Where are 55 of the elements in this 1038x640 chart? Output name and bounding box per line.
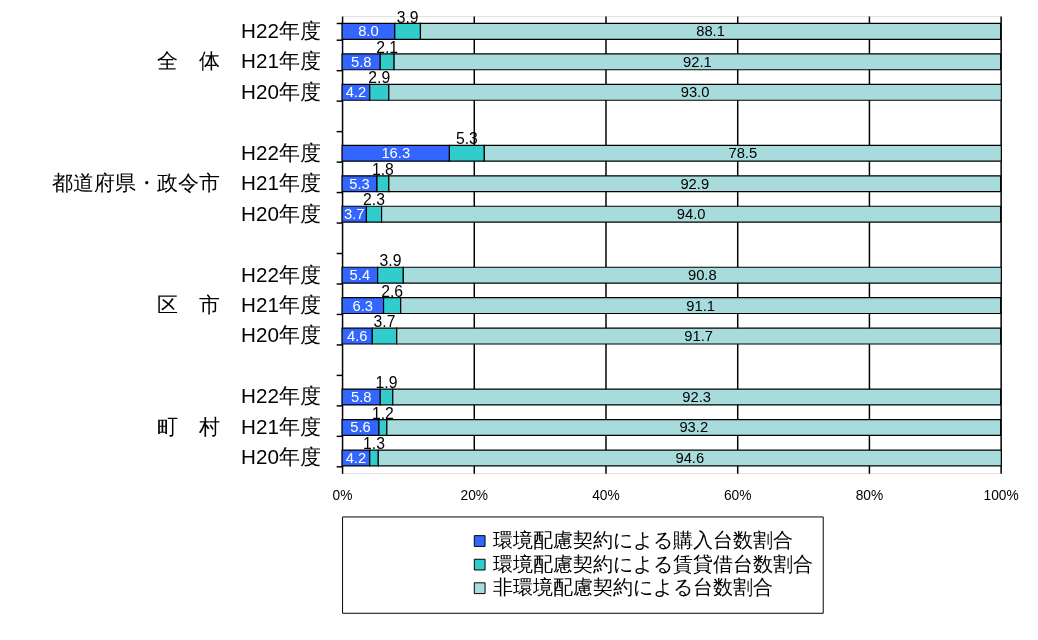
data-label: 92.9 <box>680 175 710 192</box>
y-tick-label: H20年度 <box>241 79 321 103</box>
data-label: 3.7 <box>373 313 396 331</box>
data-label: 3.9 <box>379 252 402 270</box>
data-label: 88.1 <box>696 23 725 40</box>
data-label: 78.5 <box>728 145 758 162</box>
x-tick-label: 40% <box>592 488 620 504</box>
data-label: 92.3 <box>682 388 712 405</box>
data-label: 1.9 <box>375 374 398 392</box>
y-tick-label: H20年度 <box>241 201 321 225</box>
data-label: 16.3 <box>381 145 411 162</box>
data-label: 93.2 <box>679 419 709 436</box>
data-label: 94.6 <box>675 449 705 466</box>
y-tick-label: 区 市 H21年度 <box>157 293 321 316</box>
x-tick-label: 20% <box>460 488 489 504</box>
data-label: 2.9 <box>368 69 391 87</box>
data-label: 4.2 <box>345 449 367 466</box>
data-label: 6.3 <box>352 297 374 314</box>
x-tick-label: 80% <box>855 488 884 504</box>
y-tick-label: 都道府県・政令市 H21年度 <box>52 171 321 195</box>
data-label: 3.9 <box>396 8 419 26</box>
x-tick-label: 0% <box>332 488 353 504</box>
data-label: 2.3 <box>363 191 386 209</box>
data-label: 8.0 <box>358 23 379 40</box>
x-tick-label: 100% <box>983 488 1019 504</box>
legend-label: 環境配慮契約による購入台数割合 <box>493 528 794 551</box>
legend-label: 非環境配慮契約による台数割合 <box>493 576 774 599</box>
data-label: 91.7 <box>684 328 714 344</box>
data-label: 91.1 <box>686 297 716 314</box>
data-label: 5.8 <box>350 53 372 70</box>
y-tick-label: H20年度 <box>241 445 321 469</box>
x-tick-label: 60% <box>723 488 752 504</box>
data-label: 1.2 <box>371 404 394 422</box>
y-tick-label: H20年度 <box>241 323 321 347</box>
data-label: 90.8 <box>687 267 717 284</box>
y-tick-label: H22年度 <box>241 384 321 408</box>
data-label: 2.1 <box>376 38 399 56</box>
data-label: 5.3 <box>349 175 370 192</box>
y-tick-label: H22年度 <box>241 140 321 164</box>
legend-label: 環境配慮契約による賃貸借台数割合 <box>493 552 814 575</box>
y-tick-label: 町 村 H21年度 <box>157 414 321 438</box>
data-label: 94.0 <box>676 206 706 223</box>
data-label: 2.6 <box>381 282 404 300</box>
y-tick-label: H22年度 <box>241 18 321 42</box>
data-label: 93.0 <box>680 84 710 101</box>
data-label: 1.8 <box>371 160 395 178</box>
data-label: 4.2 <box>345 84 367 101</box>
data-label: 5.6 <box>350 419 371 436</box>
data-label: 4.6 <box>346 328 368 344</box>
data-label: 3.7 <box>344 206 365 223</box>
data-label: 5.4 <box>349 267 371 284</box>
y-tick-label: H22年度 <box>241 262 321 286</box>
data-label: 5.8 <box>350 388 372 405</box>
data-label: 92.1 <box>683 53 712 70</box>
y-tick-label: 全 体 H21年度 <box>157 49 321 73</box>
